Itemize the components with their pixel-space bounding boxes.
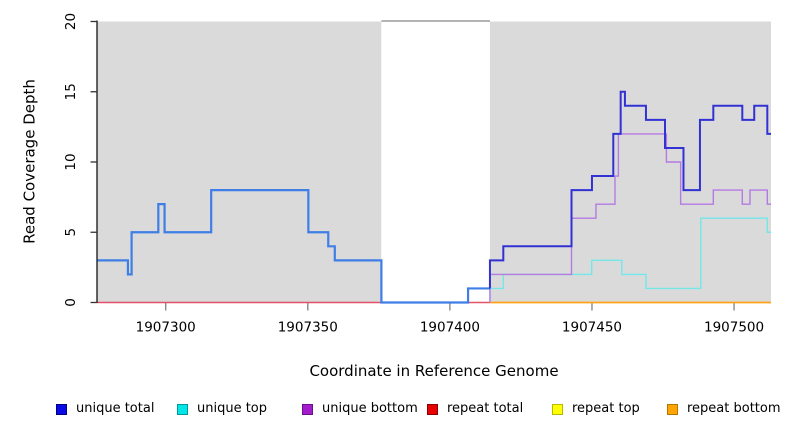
y-tick-label: 0 xyxy=(63,298,79,307)
legend-swatch-icon xyxy=(302,403,313,415)
x-tick-label: 1907450 xyxy=(562,320,622,336)
legend-swatch-icon xyxy=(56,403,67,415)
y-tick-label: 5 xyxy=(63,228,79,237)
legend-item-repeat-top: repeat top xyxy=(552,402,640,416)
series-unique-total-line xyxy=(97,189,490,304)
x-tick-label: 1907350 xyxy=(278,320,338,336)
legend-label: repeat bottom xyxy=(687,401,781,416)
region-covered-right xyxy=(489,21,771,303)
legend-item-repeat-total: repeat total xyxy=(427,402,523,416)
x-tick-label: 1907300 xyxy=(136,320,196,336)
series-unique-bottom-line xyxy=(489,133,771,303)
x-tick-label: 1907400 xyxy=(420,320,480,336)
legend-label: repeat total xyxy=(447,401,524,416)
series-unique-top-line xyxy=(489,217,771,303)
legend-label: unique bottom xyxy=(322,401,418,416)
legend-item-unique-bottom: unique bottom xyxy=(302,402,418,416)
legend-swatch-icon xyxy=(667,403,678,415)
series-unique-total-line xyxy=(488,90,771,289)
chart-legend: unique total unique top unique bottom repea… xyxy=(0,399,792,421)
legend-item-unique-total: unique total xyxy=(56,402,154,416)
region-uncovered-gap xyxy=(381,21,490,303)
legend-swatch-icon xyxy=(427,403,438,415)
legend-item-unique-top: unique top xyxy=(177,402,267,416)
y-tick-label: 20 xyxy=(63,13,79,30)
y-axis-title: Read Coverage Depth xyxy=(20,79,39,244)
legend-swatch-icon xyxy=(177,403,188,415)
legend-label: unique total xyxy=(76,401,155,416)
x-tick-label: 1907500 xyxy=(704,320,764,336)
legend-label: unique top xyxy=(197,401,268,416)
x-axis-title: Coordinate in Reference Genome xyxy=(309,362,559,380)
legend-item-repeat-bottom: repeat bottom xyxy=(667,402,781,416)
legend-label: repeat top xyxy=(572,401,640,416)
y-tick-label: 10 xyxy=(63,153,79,170)
y-tick-label: 15 xyxy=(63,83,79,100)
legend-swatch-icon xyxy=(552,403,563,415)
